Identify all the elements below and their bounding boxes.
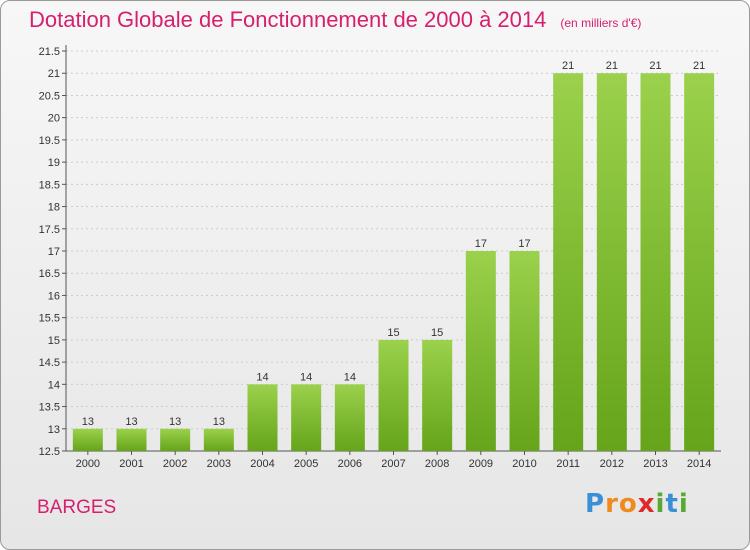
bar xyxy=(203,428,234,451)
y-tick-label: 16 xyxy=(48,290,60,302)
bar xyxy=(378,339,409,451)
data-label: 13 xyxy=(213,416,225,428)
y-tick-label: 17 xyxy=(48,246,60,258)
logo-letter: r xyxy=(605,489,619,519)
logo-letter: i xyxy=(655,489,666,519)
y-tick-label: 17.5 xyxy=(39,224,60,236)
data-label: 13 xyxy=(125,416,137,428)
y-tick-label: 19 xyxy=(48,157,60,169)
bar xyxy=(291,384,322,451)
y-tick-label: 21.5 xyxy=(39,46,60,58)
bar xyxy=(116,428,147,451)
x-tick-label: 2008 xyxy=(425,458,449,470)
data-label: 21 xyxy=(693,60,705,72)
x-tick-label: 2007 xyxy=(381,458,405,470)
bar xyxy=(509,251,540,451)
x-tick-label: 2002 xyxy=(163,458,187,470)
y-tick-label: 21 xyxy=(48,68,60,80)
y-tick-label: 14 xyxy=(48,379,60,391)
y-tick-label: 13.5 xyxy=(39,402,60,414)
bar xyxy=(640,73,671,451)
data-label: 14 xyxy=(300,371,312,383)
y-tick-label: 14.5 xyxy=(39,357,60,369)
data-label: 14 xyxy=(344,371,356,383)
y-tick-label: 19.5 xyxy=(39,135,60,147)
data-label: 17 xyxy=(475,238,487,250)
x-tick-label: 2014 xyxy=(687,458,711,470)
data-label: 15 xyxy=(387,327,399,339)
data-label: 15 xyxy=(431,327,443,339)
data-label: 17 xyxy=(518,238,530,250)
logo-letter: x xyxy=(637,489,656,519)
title-text: Dotation Globale de Fonctionnement de 20… xyxy=(29,7,547,32)
data-label: 21 xyxy=(606,60,618,72)
x-tick-label: 2000 xyxy=(76,458,100,470)
y-tick-label: 13 xyxy=(48,424,60,436)
data-label: 13 xyxy=(169,416,181,428)
x-tick-label: 2006 xyxy=(338,458,362,470)
bar xyxy=(553,73,584,451)
data-label: 21 xyxy=(649,60,661,72)
x-tick-label: 2012 xyxy=(600,458,624,470)
x-tick-label: 2001 xyxy=(119,458,143,470)
proxiti-logo: Proxiti xyxy=(585,489,689,519)
x-tick-label: 2003 xyxy=(207,458,231,470)
bar xyxy=(247,384,278,451)
logo-letter: o xyxy=(618,489,638,519)
y-tick-label: 15.5 xyxy=(39,313,60,325)
x-tick-label: 2011 xyxy=(556,458,580,470)
y-tick-label: 18 xyxy=(48,202,60,214)
data-label: 13 xyxy=(82,416,94,428)
y-tick-label: 20 xyxy=(48,113,60,125)
bar xyxy=(334,384,365,451)
commune-name: BARGES xyxy=(37,497,117,518)
bar xyxy=(465,251,496,451)
logo-letter: t xyxy=(665,489,679,519)
x-tick-label: 2013 xyxy=(643,458,667,470)
y-tick-label: 16.5 xyxy=(39,268,60,280)
data-label: 21 xyxy=(562,60,574,72)
y-tick-label: 15 xyxy=(48,335,60,347)
bar xyxy=(596,73,627,451)
y-tick-label: 20.5 xyxy=(39,90,60,102)
logo-letter: i xyxy=(678,489,689,519)
x-tick-label: 2009 xyxy=(469,458,493,470)
chart-title: Dotation Globale de Fonctionnement de 20… xyxy=(29,7,641,33)
x-tick-label: 2005 xyxy=(294,458,318,470)
x-tick-label: 2004 xyxy=(250,458,274,470)
bar xyxy=(160,428,191,451)
y-tick-label: 18.5 xyxy=(39,179,60,191)
logo-letter: P xyxy=(585,489,606,519)
bar xyxy=(422,339,453,451)
data-label: 14 xyxy=(256,371,268,383)
y-tick-label: 12.5 xyxy=(39,446,60,458)
chart-subtitle: (en milliers d'€) xyxy=(560,16,642,30)
bar xyxy=(72,428,103,451)
x-tick-label: 2010 xyxy=(512,458,536,470)
bar xyxy=(684,73,715,451)
